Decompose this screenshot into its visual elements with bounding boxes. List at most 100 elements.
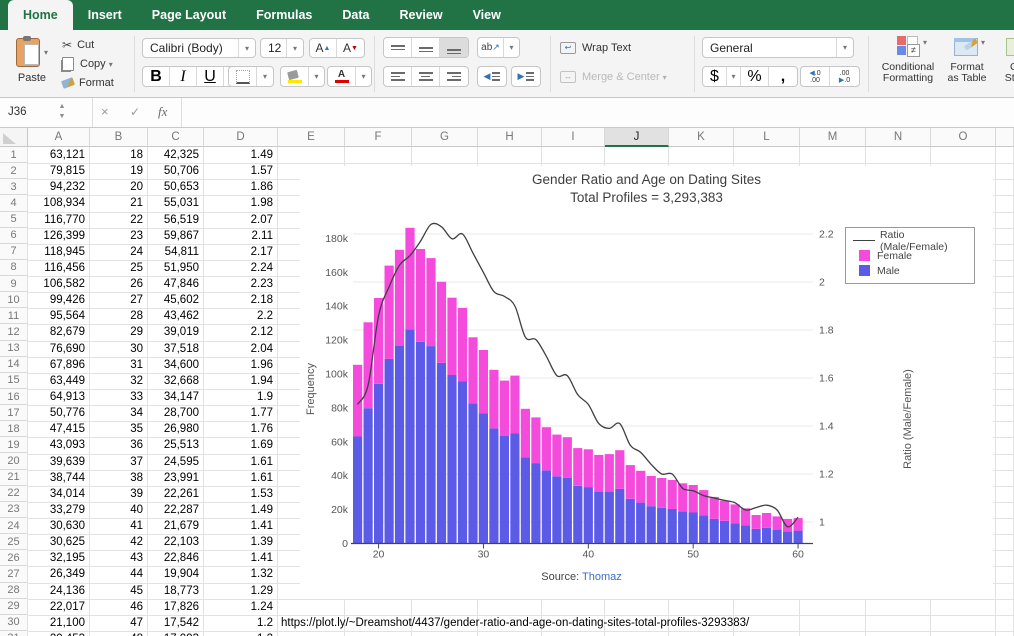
table-cell-C13[interactable]: 37,518 [150, 341, 199, 357]
table-cell-C5[interactable]: 56,519 [150, 212, 199, 228]
table-cell-A25[interactable]: 30,625 [30, 534, 85, 550]
table-cell-B5[interactable]: 22 [92, 212, 143, 228]
table-cell-A2[interactable]: 79,815 [30, 163, 85, 179]
table-cell-C26[interactable]: 22,846 [150, 550, 199, 566]
table-cell-C1[interactable]: 42,325 [150, 147, 199, 163]
row-header-9[interactable]: 9 [0, 276, 28, 292]
row-header-19[interactable]: 19 [0, 437, 28, 453]
tab-data[interactable]: Data [327, 0, 384, 30]
grow-font-button[interactable]: A▲ [310, 39, 337, 57]
table-cell-B16[interactable]: 33 [92, 389, 143, 405]
table-cell-A10[interactable]: 99,426 [30, 292, 85, 308]
tab-view[interactable]: View [458, 0, 516, 30]
cancel-icon[interactable]: × [101, 104, 109, 119]
table-cell-A13[interactable]: 76,690 [30, 341, 85, 357]
tab-formulas[interactable]: Formulas [241, 0, 327, 30]
table-cell-C15[interactable]: 32,668 [150, 373, 199, 389]
row-header-5[interactable]: 5 [0, 212, 28, 228]
table-cell-C7[interactable]: 54,811 [150, 244, 199, 260]
tab-home[interactable]: Home [8, 0, 73, 30]
font-color-dropdown-arrow[interactable]: ▾ [356, 67, 371, 86]
fill-color-dropdown-arrow[interactable]: ▾ [309, 67, 324, 86]
column-header-F[interactable]: F [345, 128, 412, 147]
row-header-27[interactable]: 27 [0, 566, 28, 582]
table-cell-B15[interactable]: 32 [92, 373, 143, 389]
table-cell-D11[interactable]: 2.2 [206, 308, 273, 324]
table-cell-A11[interactable]: 95,564 [30, 308, 85, 324]
table-cell-B28[interactable]: 45 [92, 583, 143, 599]
enter-icon[interactable]: ✓ [130, 105, 140, 119]
embedded-chart[interactable]: Gender Ratio and Age on Dating Sites Tot… [300, 166, 993, 599]
increase-indent-button[interactable]: ▶ [511, 66, 541, 87]
table-cell-B23[interactable]: 40 [92, 502, 143, 518]
percent-button[interactable]: % [741, 67, 769, 86]
row-header-3[interactable]: 3 [0, 179, 28, 195]
table-cell-D28[interactable]: 1.29 [206, 583, 273, 599]
decrease-indent-button[interactable]: ◀ [477, 66, 507, 87]
table-cell-A14[interactable]: 67,896 [30, 357, 85, 373]
table-cell-B12[interactable]: 29 [92, 324, 143, 340]
table-cell-C19[interactable]: 25,513 [150, 437, 199, 453]
table-cell-C12[interactable]: 39,019 [150, 324, 199, 340]
column-header-O[interactable]: O [931, 128, 996, 147]
paste-button[interactable]: ▾ Paste [10, 36, 54, 92]
table-cell-D1[interactable]: 1.49 [206, 147, 273, 163]
table-cell-C18[interactable]: 26,980 [150, 421, 199, 437]
table-cell-C27[interactable]: 19,904 [150, 566, 199, 582]
table-cell-A8[interactable]: 116,456 [30, 260, 85, 276]
row-header-15[interactable]: 15 [0, 373, 28, 389]
table-cell-C20[interactable]: 24,595 [150, 454, 199, 470]
table-cell-D4[interactable]: 1.98 [206, 195, 273, 211]
row-header-22[interactable]: 22 [0, 486, 28, 502]
table-cell-A24[interactable]: 30,630 [30, 518, 85, 534]
table-cell-A26[interactable]: 32,195 [30, 550, 85, 566]
table-cell-D22[interactable]: 1.53 [206, 486, 273, 502]
table-cell-B10[interactable]: 27 [92, 292, 143, 308]
table-cell-C31[interactable]: 17,093 [150, 631, 199, 636]
merge-center-button[interactable]: ↔ Merge & Center ▾ [560, 70, 667, 84]
table-cell-B1[interactable]: 18 [92, 147, 143, 163]
underline-button[interactable]: U [197, 67, 224, 86]
cut-button[interactable]: ✂ Cut [62, 38, 94, 52]
table-cell-D24[interactable]: 1.41 [206, 518, 273, 534]
orientation-dropdown-arrow[interactable]: ▾ [504, 38, 519, 57]
table-cell-C25[interactable]: 22,103 [150, 534, 199, 550]
table-cell-D26[interactable]: 1.41 [206, 550, 273, 566]
italic-button[interactable]: I [170, 67, 197, 86]
row-header-6[interactable]: 6 [0, 228, 28, 244]
select-all-corner[interactable] [0, 128, 28, 147]
table-cell-B13[interactable]: 30 [92, 341, 143, 357]
borders-dropdown-arrow[interactable]: ▾ [257, 67, 273, 86]
table-cell-url-E30[interactable]: https://plot.ly/~Dreamshot/4437/gender-r… [281, 615, 749, 631]
table-cell-A16[interactable]: 64,913 [30, 389, 85, 405]
table-cell-B17[interactable]: 34 [92, 405, 143, 421]
table-cell-D7[interactable]: 2.17 [206, 244, 273, 260]
table-cell-D17[interactable]: 1.77 [206, 405, 273, 421]
table-cell-C21[interactable]: 23,991 [150, 470, 199, 486]
table-cell-A18[interactable]: 47,415 [30, 421, 85, 437]
table-cell-D20[interactable]: 1.61 [206, 454, 273, 470]
row-header-12[interactable]: 12 [0, 324, 28, 340]
table-cell-C11[interactable]: 43,462 [150, 308, 199, 324]
row-header-20[interactable]: 20 [0, 453, 28, 469]
table-cell-D27[interactable]: 1.32 [206, 566, 273, 582]
table-cell-C10[interactable]: 45,602 [150, 292, 199, 308]
table-cell-D30[interactable]: 1.2 [206, 615, 273, 631]
name-box[interactable]: J36 [8, 106, 27, 118]
table-cell-C3[interactable]: 50,653 [150, 179, 199, 195]
table-cell-C30[interactable]: 17,542 [150, 615, 199, 631]
table-cell-A15[interactable]: 63,449 [30, 373, 85, 389]
tab-page-layout[interactable]: Page Layout [137, 0, 241, 30]
row-header-23[interactable]: 23 [0, 502, 28, 518]
row-header-26[interactable]: 26 [0, 550, 28, 566]
column-header-C[interactable]: C [148, 128, 204, 147]
table-cell-A1[interactable]: 63,121 [30, 147, 85, 163]
table-cell-D23[interactable]: 1.49 [206, 502, 273, 518]
comma-style-button[interactable]: , [769, 67, 797, 86]
column-header-J[interactable]: J [605, 128, 669, 147]
column-header-partial[interactable] [996, 128, 1014, 147]
format-as-table-button[interactable]: ▾ Format as Table [944, 36, 990, 84]
font-name-combo[interactable]: Calibri (Body)▾ [142, 38, 256, 58]
cell-styles-button[interactable]: Cell Styles [996, 36, 1014, 84]
table-cell-D8[interactable]: 2.24 [206, 260, 273, 276]
